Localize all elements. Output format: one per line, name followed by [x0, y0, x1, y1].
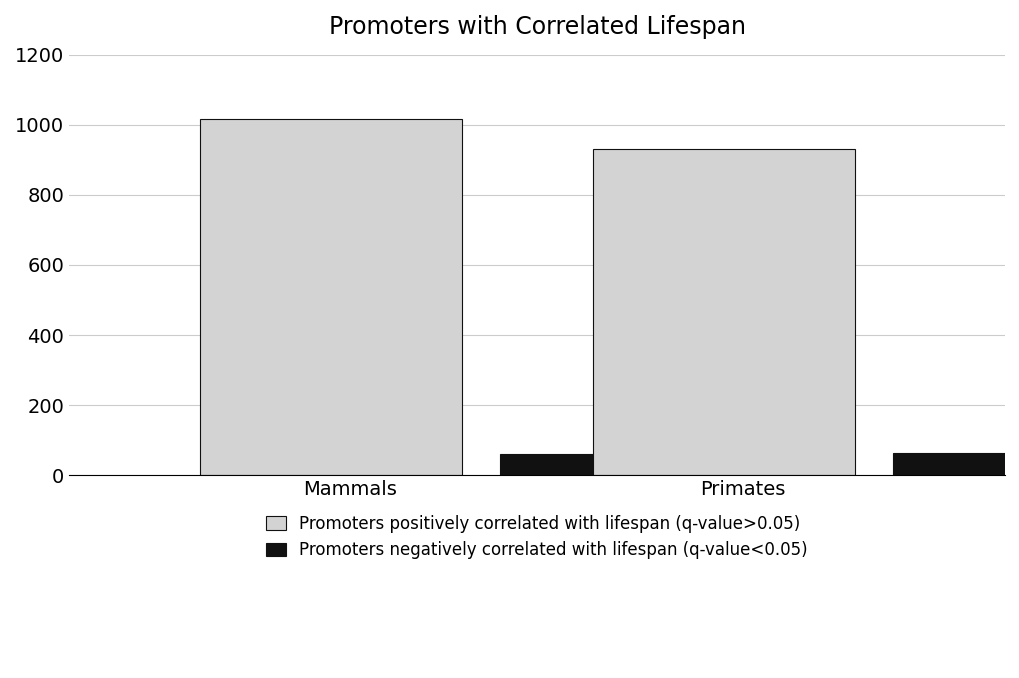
- Bar: [593, 148, 854, 475]
- Bar: [499, 454, 696, 475]
- Legend: Promoters positively correlated with lifespan (q-value>0.05), Promoters negative: Promoters positively correlated with lif…: [266, 515, 807, 559]
- Bar: [200, 119, 462, 475]
- Bar: [892, 454, 1019, 475]
- Title: Promoters with Correlated Lifespan: Promoters with Correlated Lifespan: [328, 15, 745, 39]
